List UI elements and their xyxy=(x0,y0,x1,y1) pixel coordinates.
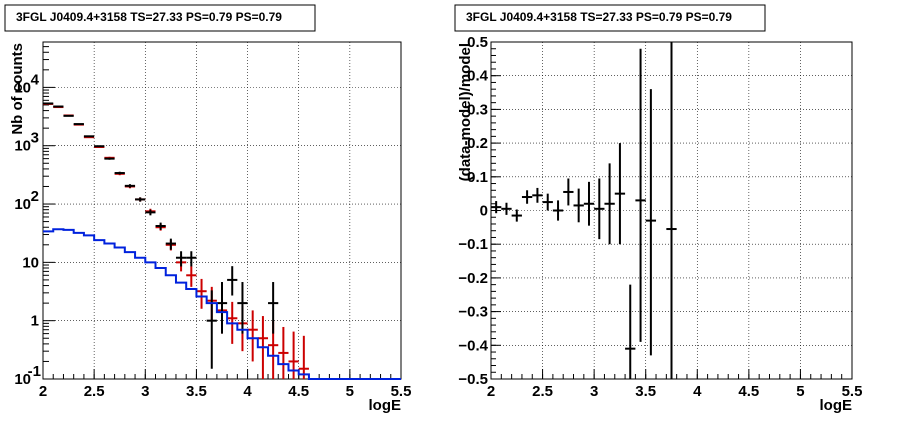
x-tick-label: 4.5 xyxy=(738,383,759,400)
chart-title: 3FGL J0409.4+3158 TS=27.33 PS=0.79 PS=0.… xyxy=(466,10,732,24)
x-axis-title: logE xyxy=(820,397,853,414)
y-tick-exponent: -1 xyxy=(28,363,41,380)
y-tick-exponent: 2 xyxy=(31,188,39,205)
x-tick-label: 4 xyxy=(243,383,252,400)
x-tick-label: 2 xyxy=(39,383,47,400)
y-axis-title: (data-model)/model xyxy=(457,43,474,181)
x-tick-label: 5.5 xyxy=(391,383,412,400)
title-box xyxy=(454,4,766,32)
x-tick-label: 3 xyxy=(590,383,598,400)
y-tick-label: 0.1 xyxy=(467,169,488,186)
x-tick-label: 2.5 xyxy=(84,383,105,400)
x-tick-label: 3.5 xyxy=(186,383,207,400)
y-axis-title: Nb of counts xyxy=(9,43,26,135)
y-tick-label: 10 xyxy=(14,371,31,388)
x-tick-label: 5.5 xyxy=(842,383,863,400)
x-tick-label: 3.5 xyxy=(635,383,656,400)
y-tick-label: 0.5 xyxy=(467,34,488,51)
y-tick-label: −0.1 xyxy=(458,236,488,253)
x-tick-label: 4.5 xyxy=(288,383,309,400)
x-tick-label: 2.5 xyxy=(532,383,553,400)
y-tick-label: 0.4 xyxy=(467,68,489,85)
y-tick-label: −0.5 xyxy=(458,371,488,388)
x-tick-label: 2 xyxy=(487,383,495,400)
x-tick-label: 5 xyxy=(346,383,354,400)
x-tick-label: 4 xyxy=(693,383,702,400)
y-tick-label: −0.4 xyxy=(458,337,488,354)
x-tick-label: 3 xyxy=(141,383,149,400)
y-tick-exponent: 3 xyxy=(31,130,39,147)
residual-panel: 3FGL J0409.4+3158 TS=27.33 PS=0.79 PS=0.… xyxy=(454,4,863,414)
y-tick-label: 1 xyxy=(31,313,39,330)
model-step-line xyxy=(43,228,401,380)
series-2 xyxy=(43,228,401,380)
chart-title: 3FGL J0409.4+3158 TS=27.33 PS=0.79 PS=0.… xyxy=(16,10,282,24)
y-tick-label: 0 xyxy=(480,203,488,220)
x-tick-label: 5 xyxy=(796,383,804,400)
y-tick-label: 10 xyxy=(14,138,31,155)
y-tick-exponent: 4 xyxy=(31,71,40,88)
series-1 xyxy=(43,102,279,369)
y-tick-label: 10 xyxy=(22,254,39,271)
y-tick-label: 10 xyxy=(14,79,31,96)
y-tick-label: 0.3 xyxy=(467,101,488,118)
y-tick-label: −0.2 xyxy=(458,270,488,287)
y-tick-label: 10 xyxy=(14,196,31,213)
series-0 xyxy=(491,42,677,379)
x-axis-title: logE xyxy=(369,397,402,414)
y-tick-label: −0.3 xyxy=(458,304,488,321)
y-tick-label: 0.2 xyxy=(467,135,488,152)
counts-panel: 3FGL J0409.4+3158 TS=27.33 PS=0.79 PS=0.… xyxy=(4,4,412,414)
title-box xyxy=(4,4,316,32)
